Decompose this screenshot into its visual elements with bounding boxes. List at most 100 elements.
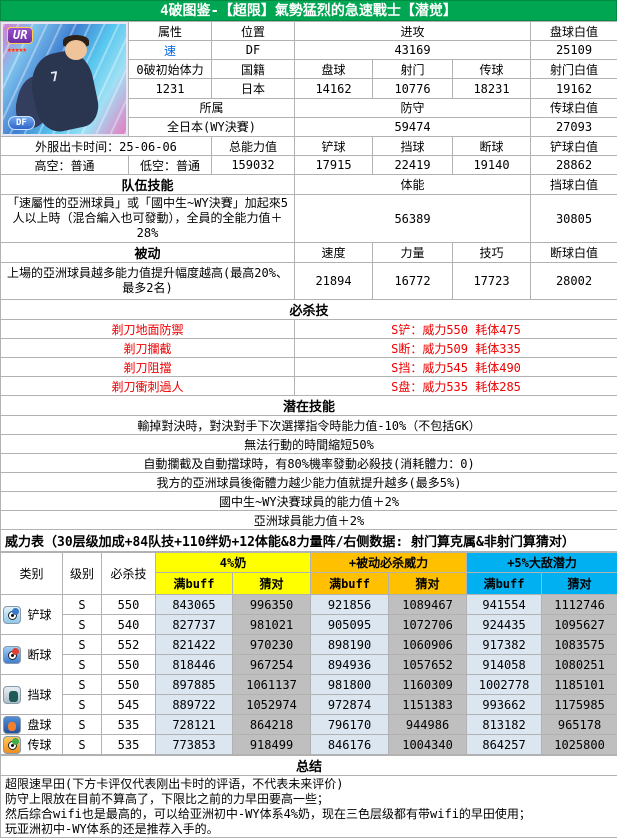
power-cell: 981021 [233, 615, 311, 635]
level-cell: S [63, 655, 102, 675]
nation-value: 日本 [212, 79, 295, 98]
position-badge: DF [8, 116, 35, 130]
power-cell: 1004340 [389, 735, 467, 755]
stamina-label: 体能 [295, 175, 531, 195]
block-white-value: 30805 [531, 195, 617, 243]
release-date: 外服出卡时间：25-06-06 [1, 137, 212, 156]
block-white-label: 挡球白值 [531, 175, 617, 195]
attr-label: 属性 [129, 22, 212, 41]
power-cell: 1083575 [542, 635, 617, 655]
intercept-value: 19140 [453, 156, 531, 175]
level-cell: S [63, 595, 102, 615]
dribble-white-label: 盘球白值 [531, 22, 617, 41]
level-cell: S [63, 615, 102, 635]
power-label: 力量 [373, 243, 453, 263]
tackle-white-value: 28862 [531, 156, 617, 175]
skill-name: 剃刀衝刺過人 [1, 377, 295, 396]
skill-power-cell: 540 [102, 615, 156, 635]
power-cell: 889722 [156, 695, 233, 715]
stamina-value: 56389 [295, 195, 531, 243]
power-cell: 981800 [311, 675, 389, 695]
shoot-white-label: 射门白值 [531, 60, 617, 79]
skill-power-cell: 550 [102, 655, 156, 675]
stamina0-value: 1231 [129, 79, 212, 98]
pass-label: 传球 [453, 60, 531, 79]
table-row: 铲球 S 550 843065 996350 921856 1089467 94… [1, 595, 617, 615]
skill-name: 剃刀攔截 [1, 339, 295, 358]
tech-value: 17723 [453, 263, 531, 300]
total-label: 总能力值 [212, 137, 295, 156]
skill-name: 剃刀阻擋 [1, 358, 295, 377]
passive-text: 上場的亞洲球員越多能力值提升幅度越高(最高20%、最多2名) [1, 263, 295, 300]
speed-value: 21894 [295, 263, 373, 300]
category-block: 挡球 [1, 675, 63, 715]
power-cell: 1151383 [389, 695, 467, 715]
power-cell: 1002778 [467, 675, 542, 695]
table-row: 断球 S 552 821422 970230 898190 1060906 91… [1, 635, 617, 655]
level-cell: S [63, 695, 102, 715]
pass-icon [3, 736, 21, 754]
sub-header-fullbuff: 满buff [156, 573, 233, 595]
defense-label: 防守 [295, 98, 531, 117]
pass-white-value: 27093 [531, 117, 617, 136]
power-cell: 728121 [156, 715, 233, 735]
tackle-white-label: 铲球白值 [531, 137, 617, 156]
rarity-badge: UR [7, 27, 33, 44]
col-header-category: 类别 [1, 553, 63, 595]
power-cell: 918499 [233, 735, 311, 755]
power-cell: 796170 [311, 715, 389, 735]
block-label: 挡球 [373, 137, 453, 156]
group-header-milk: 4%奶 [156, 553, 311, 573]
dribble-value: 14162 [295, 79, 373, 98]
attr-value-link[interactable]: 速 [129, 41, 212, 60]
power-cell: 818446 [156, 655, 233, 675]
potential-skill: 無法行動的時間縮短50% [1, 435, 617, 454]
power-cell: 1185101 [542, 675, 617, 695]
summary-text: 超限速早田(下方卡评仅代表刚出卡时的评语，不代表未来评价) 防守上限放在目前不算… [1, 776, 617, 838]
card-image: 7 UR ★★★★★ DF [1, 22, 128, 136]
table-row: 盘球 S 535 728121 864218 796170 944986 813… [1, 715, 617, 735]
special-skills-header: 必杀技 [1, 300, 617, 320]
block-value: 22419 [373, 156, 453, 175]
nation-label: 国籍 [212, 60, 295, 79]
skill-power-cell: 552 [102, 635, 156, 655]
summary-line: 玩亚洲初中-WY体系的还是推荐入手的。 [5, 822, 616, 837]
team-skill-text: 「速屬性的亞洲球員」或「國中生~WY決賽」加起來5人以上時（混合編入也可發動），… [1, 195, 295, 243]
high-ball: 高空：普通 [1, 156, 129, 175]
power-cell: 1025800 [542, 735, 617, 755]
shoot-label: 射门 [373, 60, 453, 79]
power-cell: 827737 [156, 615, 233, 635]
power-cell: 914058 [467, 655, 542, 675]
intercept-label: 断球 [453, 137, 531, 156]
power-cell: 1060906 [389, 635, 467, 655]
potential-skill: 輸掉對決時，對決對手下次選擇指令時能力值-10%（不包括GK） [1, 416, 617, 435]
intercept-white-value: 28002 [531, 263, 617, 300]
power-cell: 813182 [467, 715, 542, 735]
category-dribble: 盘球 [1, 715, 63, 735]
power-cell: 1072706 [389, 615, 467, 635]
summary-line: 然后综合wifi也是最高的，可以给亚洲初中-WY体系4%奶，现在三色层级都有带w… [5, 807, 616, 822]
sub-header-guess: 猜对 [233, 573, 311, 595]
tackle-icon [3, 606, 21, 624]
power-cell: 1052974 [233, 695, 311, 715]
group-header-enemy: +5%大敌潜力 [467, 553, 617, 573]
group-header-passive: +被动必杀威力 [311, 553, 467, 573]
page-title: 4破图鉴-【超限】氣勢猛烈的急速戰士【潜觉】 [0, 0, 617, 21]
power-cell: 843065 [156, 595, 233, 615]
club-value: 全日本(WY決賽) [129, 117, 295, 136]
category-intercept: 断球 [1, 635, 63, 675]
level-cell: S [63, 675, 102, 695]
col-header-level: 级别 [63, 553, 102, 595]
star-rating: ★★★★★ [7, 45, 26, 54]
skill-name: 剃刀地面防禦 [1, 320, 295, 339]
power-cell: 1057652 [389, 655, 467, 675]
category-tackle: 铲球 [1, 595, 63, 635]
table-row: 挡球 S 550 897885 1061137 981800 1160309 1… [1, 675, 617, 695]
skill-stat: S挡：威力545 耗体490 [295, 358, 617, 377]
power-cell: 897885 [156, 675, 233, 695]
pos-label: 位置 [212, 22, 295, 41]
power-cell: 993662 [467, 695, 542, 715]
skill-power-cell: 535 [102, 735, 156, 755]
skill-stat: S铲：威力550 耗体475 [295, 320, 617, 339]
potential-skills-header: 潜在技能 [1, 396, 617, 416]
